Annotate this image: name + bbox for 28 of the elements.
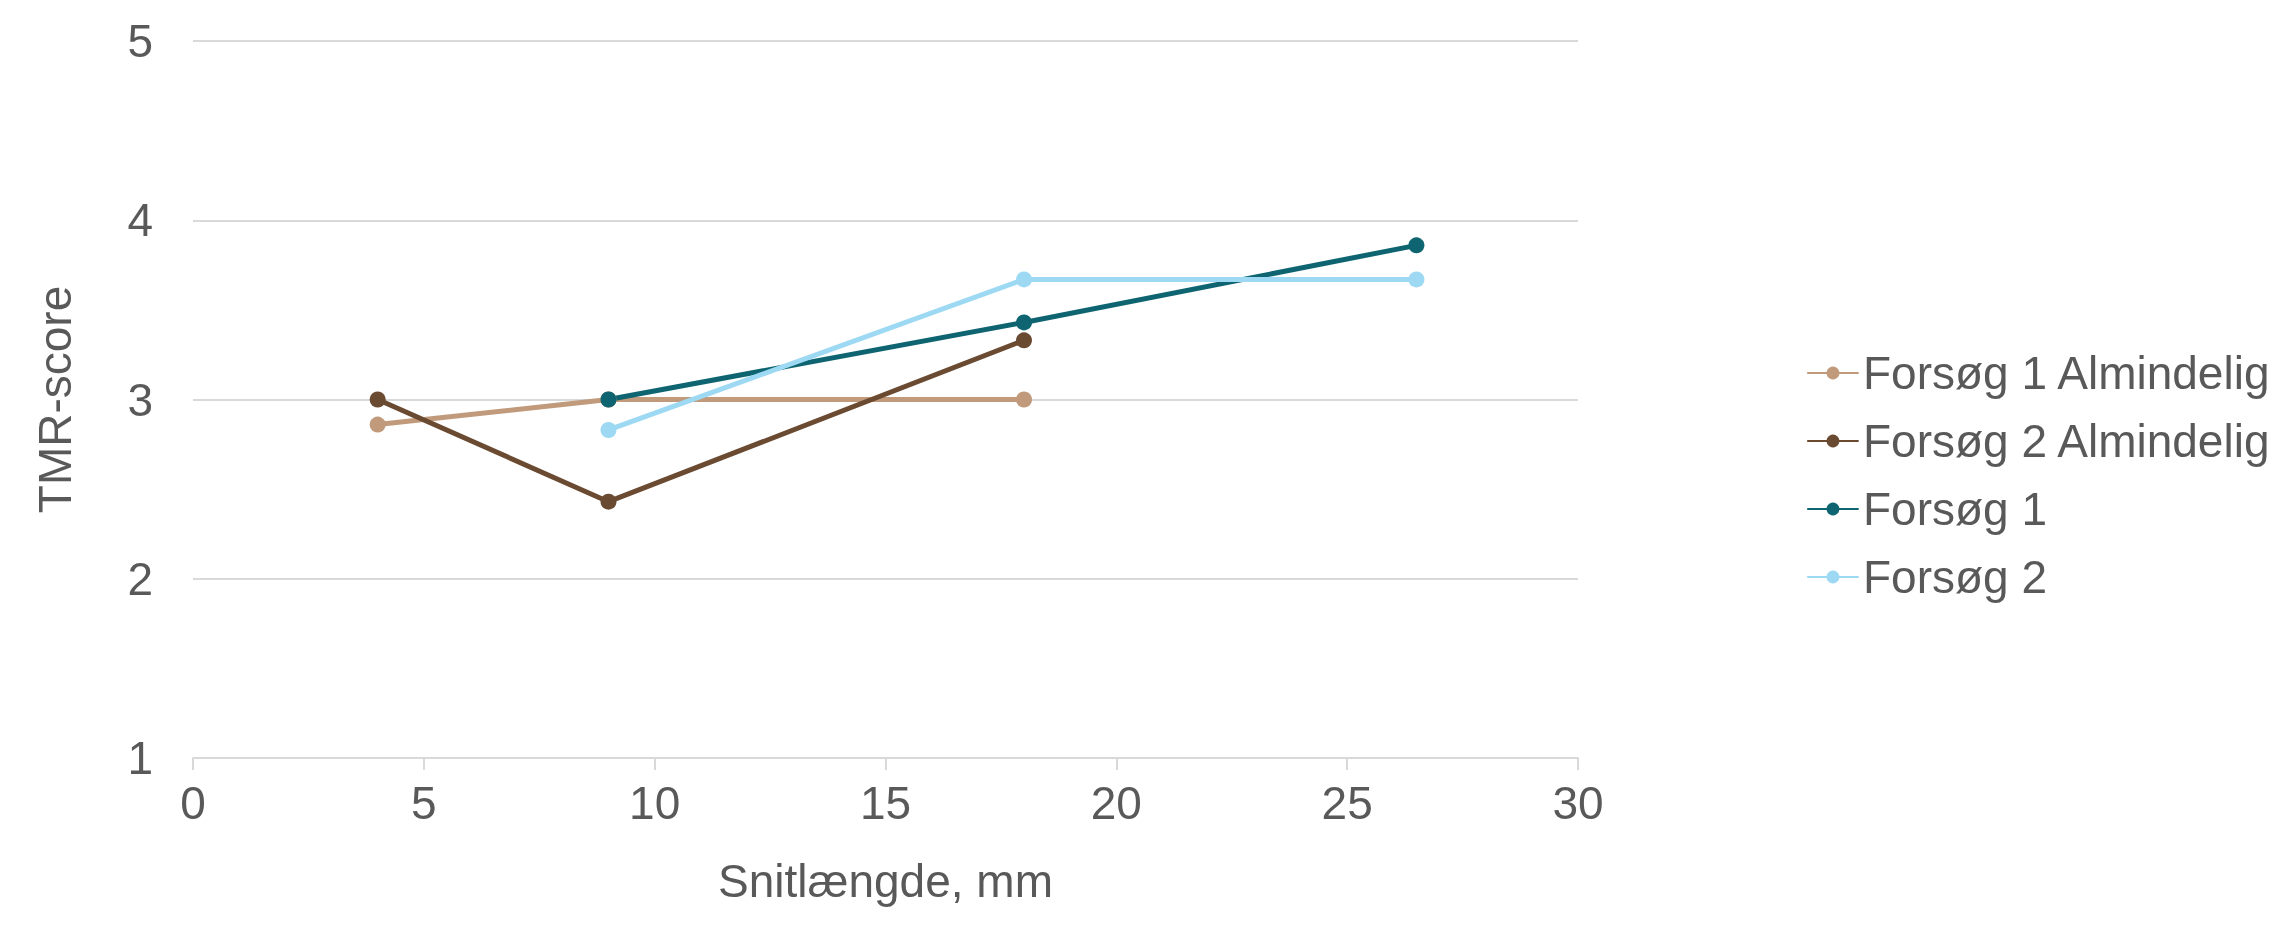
y-tick-label: 5	[127, 15, 153, 67]
legend-label: Forsøg 1 Almindelig	[1862, 347, 2270, 399]
y-tick-label: 2	[127, 552, 153, 605]
x-tick-label: 5	[411, 777, 437, 829]
x-axis-title: Snitlængde, mm	[718, 855, 1053, 907]
point	[1016, 391, 1032, 408]
legend-label: Forsøg 1	[1862, 483, 2048, 535]
point	[1408, 237, 1425, 254]
point	[600, 421, 617, 438]
x-tick-label: 10	[629, 777, 681, 829]
point	[369, 391, 386, 408]
x-tick-label: 20	[1090, 777, 1142, 829]
y-tick-label: 4	[127, 194, 153, 247]
point	[1016, 314, 1032, 331]
point	[369, 416, 386, 433]
x-tick-label: 25	[1321, 777, 1373, 829]
y-axis-title: TMR-score	[29, 285, 81, 514]
legend-label: Forsøg 2	[1862, 551, 2048, 603]
y-tick-label: 1	[127, 732, 153, 784]
y-tick-label: 3	[127, 373, 153, 426]
point	[1016, 271, 1032, 288]
legend-label: Forsøg 2 Almindelig	[1862, 415, 2270, 467]
point	[600, 493, 617, 510]
x-tick-label: 30	[1552, 777, 1604, 829]
x-tick-label: 0	[180, 777, 206, 829]
point	[1016, 332, 1032, 349]
point	[1408, 271, 1425, 288]
x-tick-label: 15	[859, 777, 912, 829]
